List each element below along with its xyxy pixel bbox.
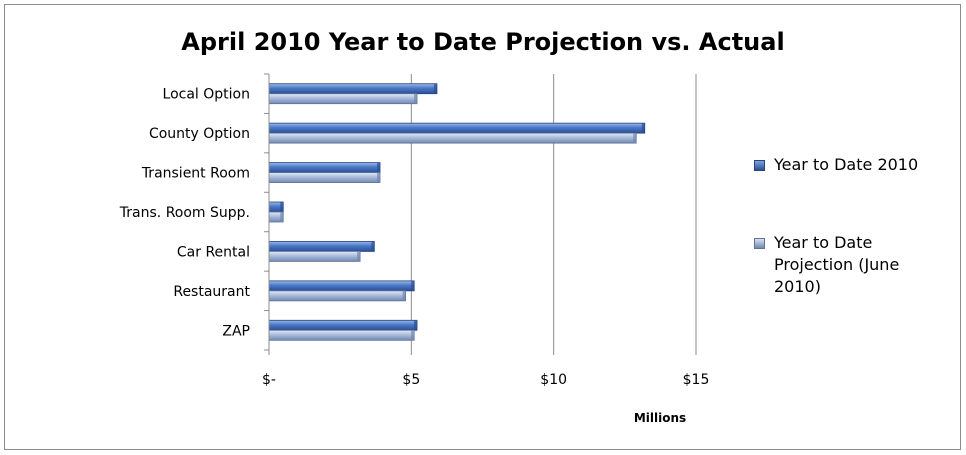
bar-ytd-projection [268,93,418,105]
legend-item-series-2: Year to Date Projection (June 2010) [754,232,944,298]
legend-swatch-series-2 [754,238,765,249]
chart-frame [4,4,961,450]
bar-end-cap [280,202,284,212]
bar-ytd-2010 [268,280,415,292]
bars [268,83,646,341]
y-tick-label: Car Rental [177,244,250,260]
legend-label-series-2: Year to Date Projection (June 2010) [774,233,900,296]
bar-end-cap [377,162,381,173]
bar-ytd-2010 [268,241,375,252]
legend-swatch-series-1 [754,160,765,171]
bar-end-cap [641,123,645,134]
bar-end-cap [280,212,284,222]
x-tick-label: $5 [402,372,420,388]
axes [264,73,697,355]
bar-ytd-projection [268,251,361,262]
bar-ytd-projection [268,329,415,341]
grid-lines [410,74,697,350]
bar-end-cap [402,290,406,301]
x-axis-label: Millions [634,411,686,425]
bar-ytd-projection [268,132,637,144]
legend-label-series-1: Year to Date 2010 [774,155,919,174]
y-tick-label: ZAP [222,323,250,339]
y-tick-label: County Option [149,126,250,142]
bar-ytd-2010 [268,83,438,95]
bar-ytd-2010 [268,122,646,134]
bar-end-cap [371,241,375,252]
legend-item-series-1: Year to Date 2010 [754,154,944,176]
y-tick-label: Trans. Room Supp. [119,205,250,221]
x-tick-label: $10 [540,372,567,388]
bar-end-cap [633,133,637,144]
bar-ytd-projection [268,290,407,302]
bar-ytd-2010 [268,319,418,331]
bar-ytd-projection [268,172,381,183]
y-tick-label: Transient Room [141,166,250,182]
y-tick-label: Local Option [163,87,250,103]
axis-labels: $- $5 $10 $15 Local Option County Option Trans… [119,87,710,425]
bar-end-cap [414,320,418,331]
x-tick-label: $- [262,372,276,388]
x-tick-label: $15 [683,372,710,388]
bar-ytd-2010 [268,162,381,173]
bar-end-cap [411,280,415,291]
bar-end-cap [433,83,437,94]
bar-end-cap [411,330,415,341]
bar-end-cap [414,93,418,104]
y-tick-label: Restaurant [173,284,250,300]
bar-end-cap [377,172,381,183]
chart-title: April 2010 Year to Date Projection vs. A… [181,28,785,56]
bar-end-cap [357,251,361,262]
